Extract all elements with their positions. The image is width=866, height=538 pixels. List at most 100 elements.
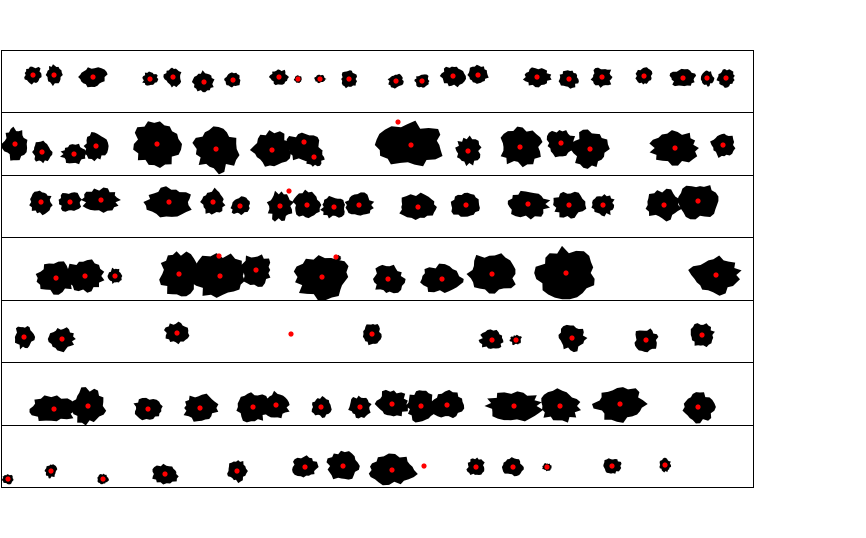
centroid-dot: [253, 267, 259, 273]
centroid-dot: [237, 203, 243, 209]
centroid-dot: [557, 403, 563, 409]
centroid-dot: [147, 76, 153, 82]
centroid-dot: [641, 73, 647, 79]
centroid-layer: [5, 72, 729, 482]
centroid-dot: [489, 271, 495, 277]
centroid-dot: [276, 74, 282, 80]
centroid-dot: [93, 143, 99, 149]
centroid-dot: [331, 204, 337, 210]
centroid-dot: [217, 273, 223, 279]
centroid-dot: [346, 76, 352, 82]
grid-border: [1, 50, 754, 488]
centroid-dot: [510, 464, 516, 470]
centroid-dot: [317, 76, 323, 82]
centroid-dot: [145, 406, 151, 412]
centroid-dot: [525, 201, 531, 207]
centroid-dot: [421, 463, 427, 469]
centroid-dot: [395, 119, 401, 125]
centroid-dot: [51, 406, 57, 412]
centroid-dot: [517, 144, 523, 150]
centroid-dot: [695, 404, 701, 410]
centroid-dot: [230, 77, 236, 83]
centroid-dot: [695, 198, 701, 204]
centroid-dot: [234, 468, 240, 474]
centroid-dot: [340, 463, 346, 469]
centroid-dot: [465, 148, 471, 154]
centroid-dot: [450, 73, 456, 79]
centroid-dot: [301, 139, 307, 145]
centroid-dot: [90, 74, 96, 80]
centroid-dot: [319, 274, 325, 280]
centroid-dot: [53, 275, 59, 281]
centroid-dot: [389, 467, 395, 473]
centroid-dot: [600, 202, 606, 208]
centroid-dot: [162, 471, 168, 477]
centroid-dot: [661, 202, 667, 208]
centroid-dot: [356, 202, 362, 208]
centroid-dot: [662, 462, 668, 468]
centroid-dot: [569, 335, 575, 341]
centroid-dot: [67, 199, 73, 205]
centroid-dot: [609, 463, 615, 469]
centroid-dot: [174, 330, 180, 336]
centroid-dot: [558, 140, 564, 146]
centroid-dot: [51, 72, 57, 78]
centroid-dot: [419, 78, 425, 84]
centroid-dot: [100, 476, 106, 482]
centroid-dot: [513, 337, 519, 343]
centroid-dot: [680, 75, 686, 81]
centroid-dot: [59, 336, 65, 342]
centroid-dot: [85, 403, 91, 409]
centroid-dot: [21, 334, 27, 340]
centroid-dot: [12, 141, 18, 147]
centroid-dot: [112, 273, 118, 279]
centroid-dot: [617, 401, 623, 407]
centroid-dot: [672, 145, 678, 151]
centroid-dot: [369, 331, 375, 337]
centroid-dot: [71, 151, 77, 157]
centroid-dot: [566, 202, 572, 208]
centroid-dot: [304, 202, 310, 208]
centroid-dot: [273, 402, 279, 408]
centroid-dot: [587, 146, 593, 152]
centroid-dot: [534, 74, 540, 80]
centroid-dot: [213, 146, 219, 152]
centroid-dot: [511, 403, 517, 409]
centroid-dot: [166, 199, 172, 205]
blob: [374, 120, 443, 167]
centroid-dot: [269, 147, 275, 153]
centroid-dot: [643, 337, 649, 343]
centroid-dot: [489, 337, 495, 343]
centroid-dot: [176, 271, 182, 277]
centroid-dot: [210, 199, 216, 205]
centroid-dot: [38, 199, 44, 205]
centroid-dot: [5, 476, 11, 482]
centroid-dot: [201, 79, 207, 85]
centroid-dot: [357, 404, 363, 410]
centroid-dot: [544, 464, 550, 470]
centroid-dot: [170, 74, 176, 80]
blob-layer: [1, 64, 742, 486]
centroid-dot: [98, 197, 104, 203]
centroid-dot: [318, 404, 324, 410]
centroid-dot: [713, 272, 719, 278]
centroid-dot: [154, 141, 160, 147]
centroid-dot: [704, 75, 710, 81]
centroid-dot: [699, 332, 705, 338]
centroid-dot: [39, 149, 45, 155]
centroid-dot: [311, 154, 317, 160]
grid-frame: [1, 50, 754, 488]
centroid-dot: [288, 331, 294, 337]
centroid-dot: [48, 468, 54, 474]
centroid-dot: [82, 273, 88, 279]
centroid-dot: [216, 253, 222, 259]
centroid-dot: [250, 404, 256, 410]
centroid-dot: [473, 464, 479, 470]
centroid-dot: [599, 74, 605, 80]
centroid-dot: [286, 188, 292, 194]
centroid-dot: [415, 204, 421, 210]
centroid-dot: [385, 276, 391, 282]
centroid-dot: [418, 403, 424, 409]
centroid-dot: [475, 72, 481, 78]
